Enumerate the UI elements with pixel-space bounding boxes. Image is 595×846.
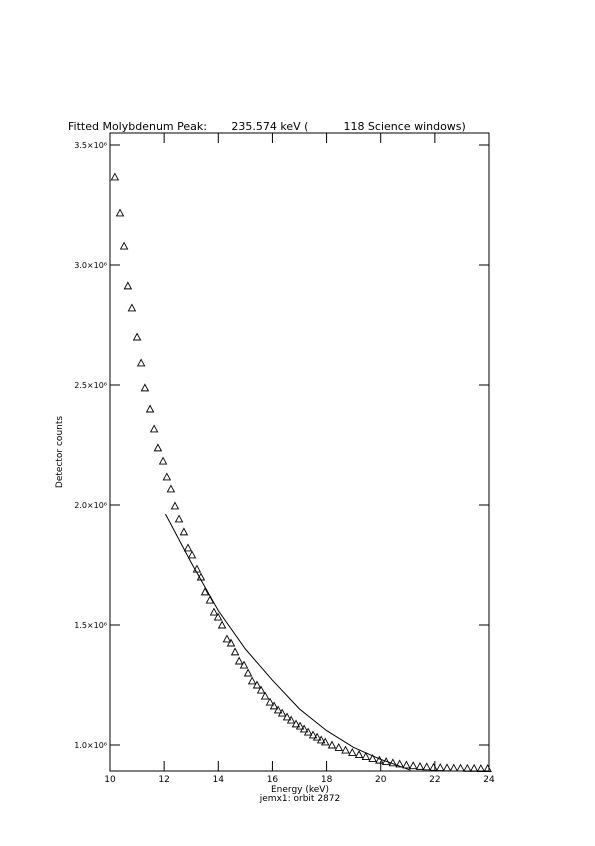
- data-point: [368, 753, 377, 762]
- data-point: [256, 685, 266, 694]
- data-point: [252, 680, 262, 689]
- x-tick-label: 14: [213, 775, 225, 785]
- data-point: [170, 501, 180, 510]
- data-point: [230, 647, 240, 656]
- data-point: [187, 550, 197, 559]
- x-tick-label: 20: [375, 775, 387, 785]
- y-tick-label: 2.0×10⁶: [74, 501, 107, 510]
- data-point: [286, 715, 296, 724]
- data-point: [299, 724, 309, 733]
- y-tick-label: 3.5×10⁶: [74, 141, 107, 150]
- data-point: [408, 761, 418, 770]
- data-point: [162, 472, 172, 481]
- data-point: [234, 656, 244, 665]
- data-point: [341, 745, 350, 754]
- x-tick-label: 10: [104, 775, 116, 785]
- data-point: [200, 587, 210, 596]
- data-point: [136, 358, 146, 367]
- data-point: [209, 607, 219, 616]
- data-point: [456, 763, 465, 772]
- x-tick-label: 12: [158, 775, 169, 785]
- data-point: [115, 208, 125, 217]
- data-point: [463, 763, 472, 772]
- data-point: [334, 742, 344, 751]
- data-point: [217, 620, 227, 629]
- data-point: [132, 332, 142, 341]
- data-point: [436, 763, 445, 772]
- data-point: [127, 303, 137, 312]
- data-point: [415, 761, 425, 770]
- data-point: [222, 634, 232, 643]
- data-point: [213, 612, 223, 621]
- data-point: [260, 691, 270, 700]
- chart-title: Fitted Molybdenum Peak: 235.574 keV ( 11…: [68, 120, 466, 133]
- data-point: [282, 712, 292, 721]
- data-point: [303, 727, 313, 736]
- data-point: [395, 759, 404, 768]
- data-point: [119, 241, 129, 250]
- data-point: [243, 668, 253, 677]
- data-point: [327, 740, 337, 749]
- y-axis-label: Detector counts: [55, 416, 65, 488]
- data-point: [361, 752, 371, 760]
- data-point: [449, 763, 459, 772]
- y-tick-label: 2.5×10⁶: [74, 381, 107, 390]
- data-point: [158, 456, 168, 465]
- data-point: [295, 721, 305, 730]
- data-point: [354, 750, 364, 759]
- data-point: [239, 660, 249, 669]
- y-tick-label: 3.0×10⁶: [74, 261, 107, 270]
- x-tick-label: 24: [483, 775, 495, 785]
- data-point: [381, 757, 391, 766]
- data-point: [422, 762, 431, 771]
- data-point: [483, 764, 492, 772]
- x-tick-label: 18: [321, 775, 333, 785]
- y-tick-label: 1.0×10⁶: [74, 741, 107, 750]
- data-point: [140, 383, 150, 392]
- data-point: [110, 172, 120, 181]
- data-point: [348, 747, 357, 756]
- data-point: [149, 424, 159, 433]
- data-point: [312, 732, 322, 741]
- data-point: [145, 404, 155, 413]
- data-point: [429, 762, 438, 771]
- x-axis-label: Energy (keV): [271, 785, 329, 795]
- data-point: [476, 764, 486, 772]
- data-point: [402, 760, 411, 769]
- data-point: [442, 763, 452, 772]
- data-point: [183, 543, 193, 552]
- data-point: [320, 737, 330, 746]
- data-point: [247, 676, 257, 685]
- plot-frame: [109, 132, 490, 772]
- data-point: [273, 705, 283, 714]
- data-point: [277, 708, 287, 717]
- data-point: [226, 638, 236, 647]
- data-point: [123, 281, 133, 290]
- subtitle: jemx1: orbit 2872: [259, 794, 340, 804]
- data-point: [179, 527, 189, 536]
- data-point: [388, 758, 398, 767]
- data-point: [174, 514, 184, 523]
- data-point: [265, 697, 275, 706]
- data-point: [469, 763, 479, 772]
- data-point: [166, 484, 176, 493]
- data-point: [153, 443, 163, 452]
- x-tick-label: 22: [429, 775, 440, 785]
- data-point: [291, 719, 301, 728]
- data-point: [308, 730, 318, 739]
- data-point: [316, 735, 326, 744]
- x-tick-label: 16: [267, 775, 279, 785]
- data-point: [269, 701, 279, 710]
- fit-line: [165, 513, 411, 771]
- y-tick-label: 1.5×10⁶: [74, 621, 107, 630]
